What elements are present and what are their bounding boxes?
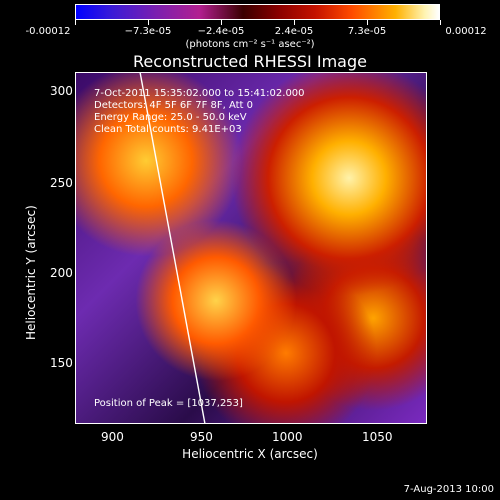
x-tick-label: 950 <box>190 430 213 444</box>
x-tick-label: 1050 <box>362 430 393 444</box>
colorbar-tick-label: −7.3e-05 <box>124 26 172 37</box>
x-tick-label: 1000 <box>272 430 303 444</box>
detectors-text: Detectors: 4F 5F 6F 7F 8F, Att 0 <box>94 100 254 111</box>
rhessi-image <box>75 72 427 424</box>
colorbar-tick-label: 0.00012 <box>445 26 487 37</box>
colorbar-tick <box>75 20 76 25</box>
plot-title: Reconstructed RHESSI Image <box>133 52 367 71</box>
colorbar-tick-label: 7.3e-05 <box>347 26 387 37</box>
colorbar-tick <box>294 20 295 25</box>
colorbar-units: (photons cm⁻² s⁻¹ asec⁻²) <box>185 39 315 50</box>
colorbar-tick <box>148 20 149 25</box>
colorbar-tick <box>367 20 368 25</box>
y-tick-label: 250 <box>50 176 73 190</box>
energy-range-text: Energy Range: 25.0 - 50.0 keV <box>94 112 247 123</box>
time-range: 7-Oct-2011 15:35:02.000 to 15:41:02.000 <box>94 88 305 99</box>
timestamp: 7-Aug-2013 10:00 <box>403 484 494 495</box>
colorbar <box>75 4 440 20</box>
colorbar-tick <box>221 20 222 25</box>
colorbar-tick-label: 2.4e-05 <box>274 26 314 37</box>
clean-counts-text: Clean Total counts: 9.41E+03 <box>94 124 242 135</box>
colorbar-tick-label: -0.00012 <box>25 26 71 37</box>
x-tick-label: 900 <box>101 430 124 444</box>
peak-position-text: Position of Peak = [1037,253] <box>94 398 243 409</box>
y-tick-label: 150 <box>50 356 73 370</box>
colorbar-tick <box>440 20 441 25</box>
y-tick-label: 200 <box>50 266 73 280</box>
y-axis-label: Heliocentric Y (arcsec) <box>24 205 38 340</box>
x-axis-label: Heliocentric X (arcsec) <box>182 447 318 461</box>
y-tick-label: 300 <box>50 84 73 98</box>
colorbar-tick-label: −2.4e-05 <box>197 26 245 37</box>
